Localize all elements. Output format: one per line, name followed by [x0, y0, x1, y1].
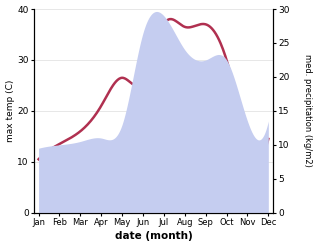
Y-axis label: med. precipitation (kg/m2): med. precipitation (kg/m2)	[303, 54, 313, 167]
X-axis label: date (month): date (month)	[114, 231, 192, 242]
Y-axis label: max temp (C): max temp (C)	[5, 80, 15, 142]
